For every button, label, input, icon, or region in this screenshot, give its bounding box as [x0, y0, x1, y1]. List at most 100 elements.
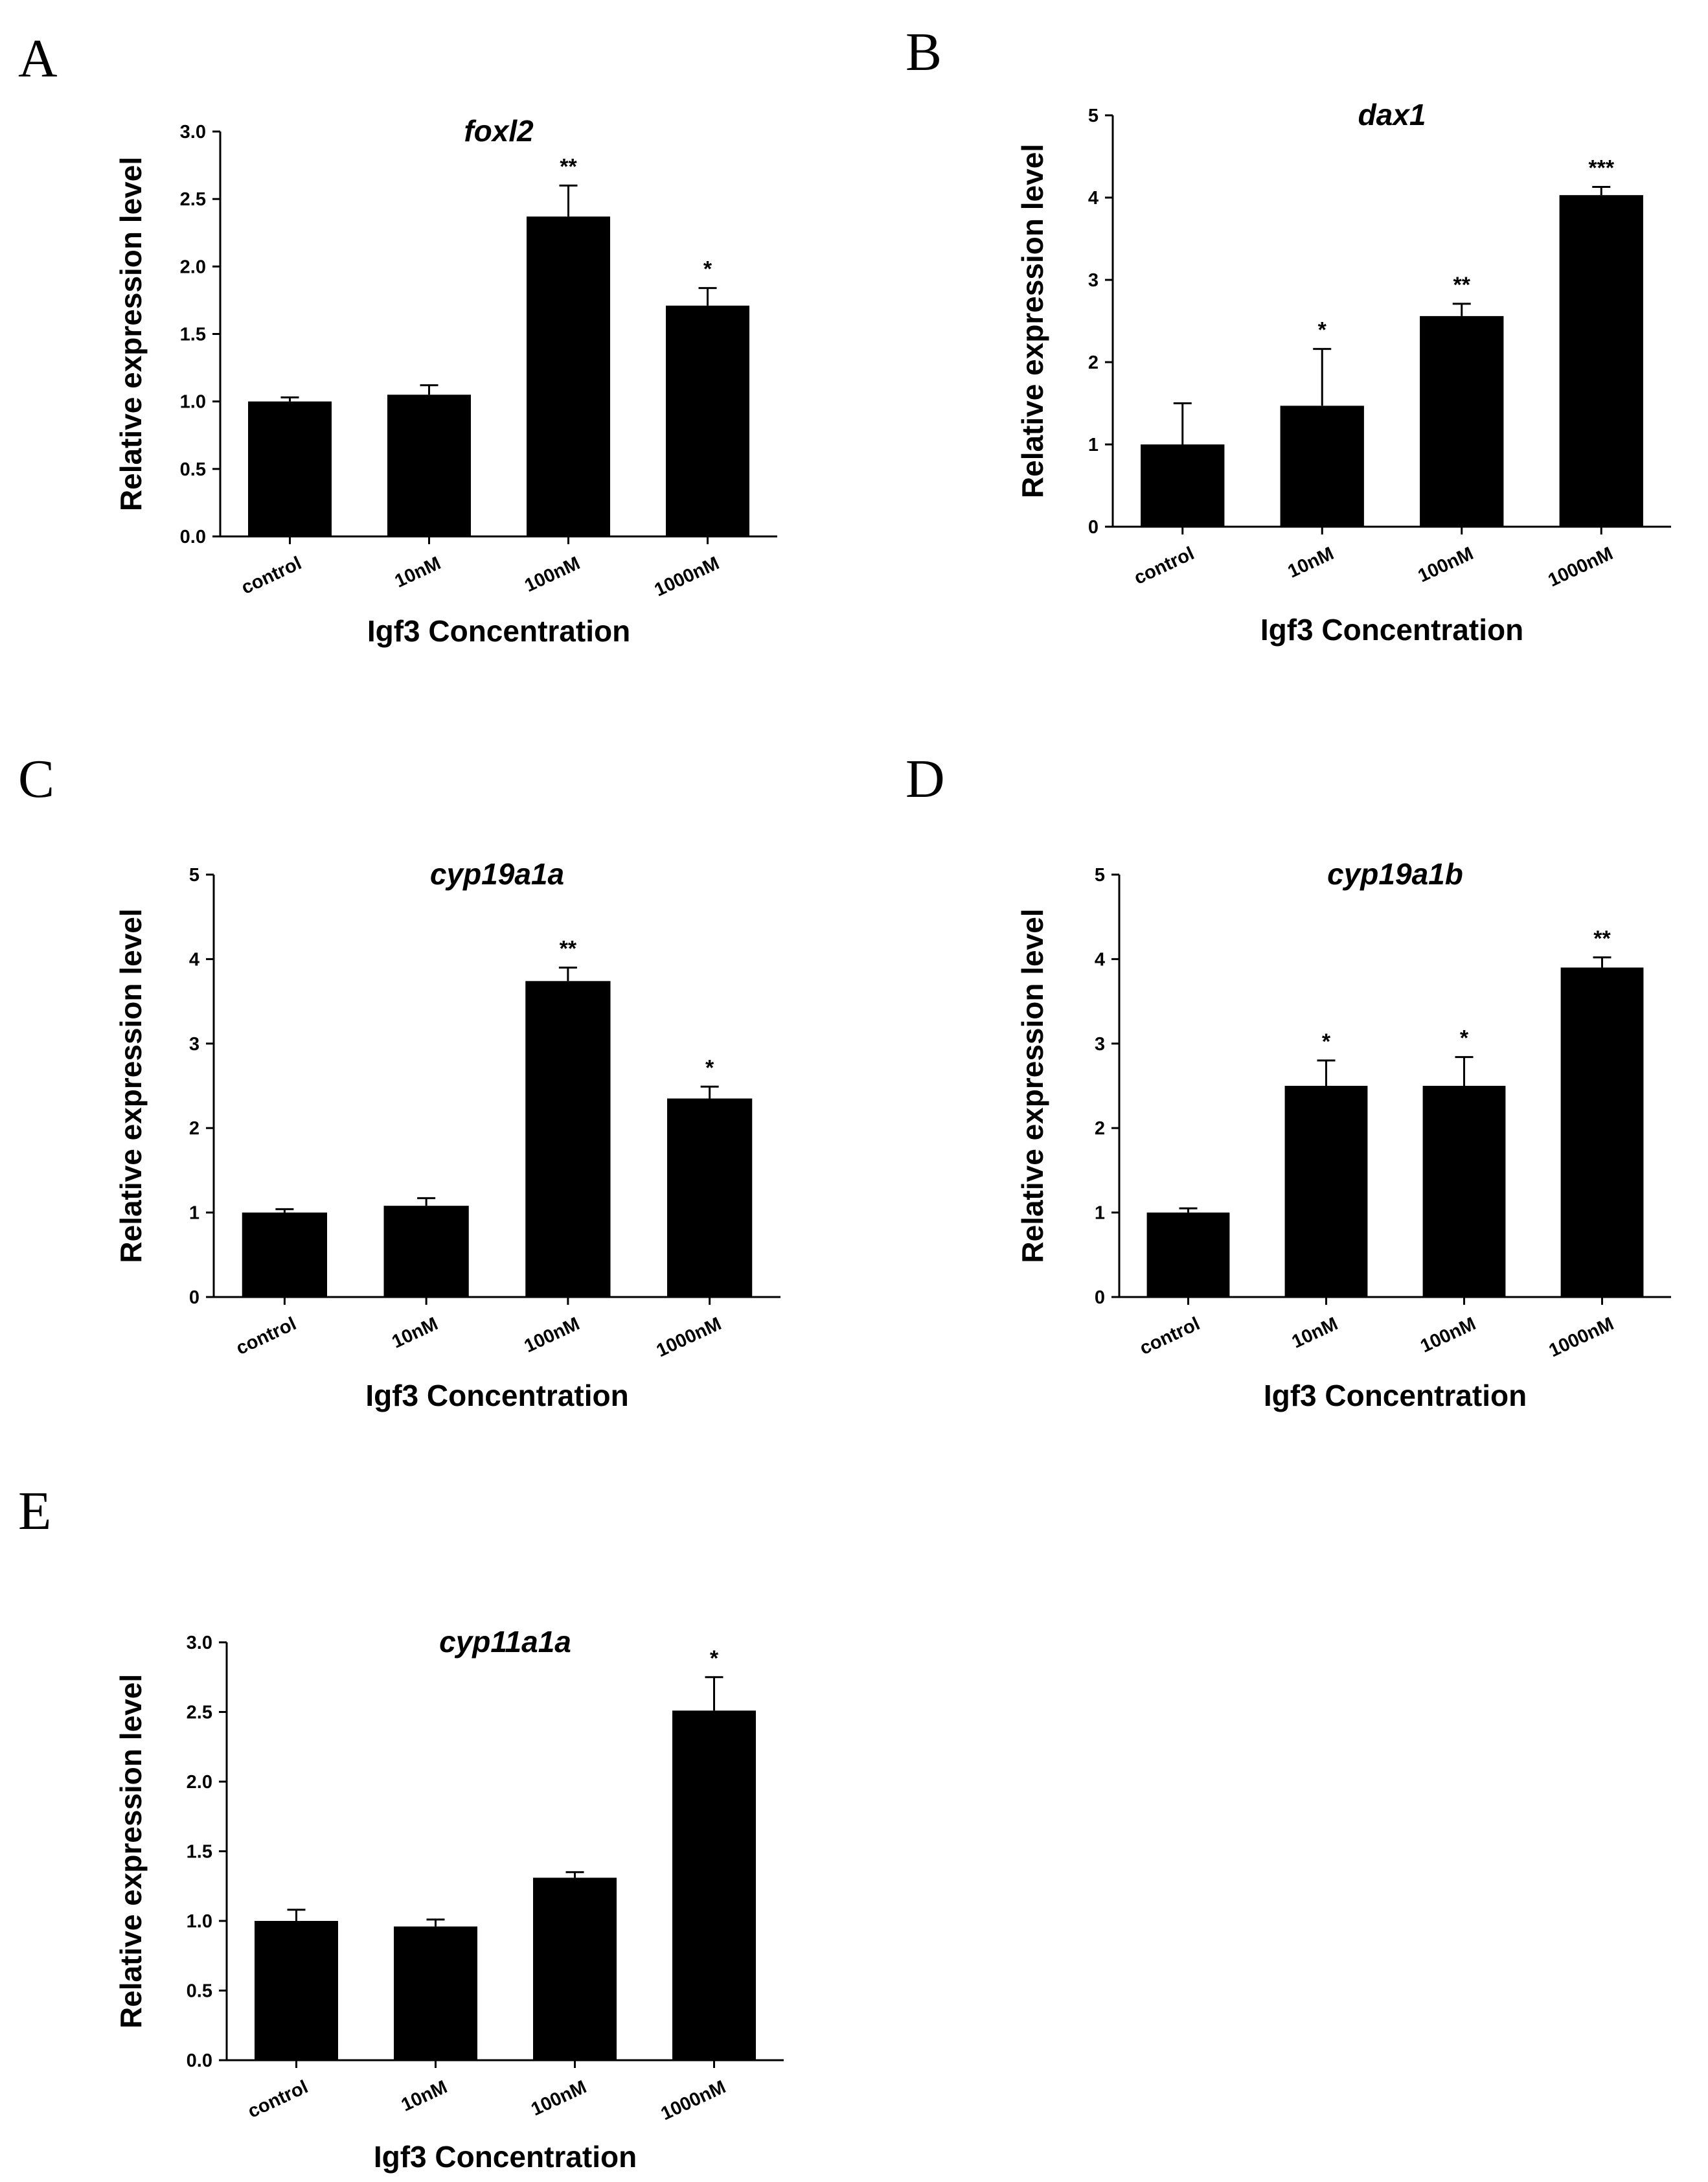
- x-tick-label: control: [245, 2076, 312, 2122]
- bar-1000nm: [667, 1098, 753, 1297]
- x-tick-label: 100nM: [528, 2076, 589, 2120]
- x-tick-label: 10nM: [1289, 1313, 1341, 1352]
- y-tick-label: 2.0: [187, 1772, 212, 1793]
- panel-letter: A: [18, 29, 58, 89]
- y-tick-label: 1.5: [187, 1842, 212, 1863]
- bar-10nm: [1280, 406, 1364, 527]
- y-axis-label: Relative expression level: [1016, 908, 1049, 1263]
- significance-label: *: [1318, 318, 1327, 343]
- y-tick-label: 5: [1088, 106, 1099, 126]
- bar-control: [248, 401, 332, 536]
- y-tick-label: 4: [189, 949, 199, 970]
- x-tick-label: control: [1131, 543, 1198, 589]
- significance-label: **: [560, 154, 577, 179]
- y-tick-label: 1.5: [180, 325, 206, 345]
- x-tick-label: 10nM: [389, 1313, 441, 1352]
- x-tick-label: 1000nM: [1545, 543, 1616, 591]
- y-tick-label: 1: [1088, 435, 1099, 455]
- panel-letter: D: [905, 749, 945, 809]
- significance-label: *: [703, 257, 712, 282]
- bar-100nm: [527, 216, 610, 536]
- bar-1000nm: [666, 305, 749, 536]
- y-axis-label: Relative expression level: [114, 1674, 148, 2028]
- y-axis-label: Relative expression level: [1016, 144, 1049, 498]
- x-tick-label: 1000nM: [652, 553, 723, 601]
- x-tick-label: 100nM: [521, 553, 583, 596]
- significance-label: *: [1322, 1029, 1331, 1054]
- x-tick-label: 10nM: [398, 2076, 451, 2115]
- y-tick-label: 1.0: [180, 392, 206, 413]
- y-tick-label: 0: [1088, 517, 1099, 538]
- bar-10nm: [387, 395, 471, 536]
- x-tick-label: control: [233, 1313, 300, 1359]
- y-tick-label: 2: [1088, 352, 1099, 373]
- y-tick-label: 3: [189, 1034, 199, 1055]
- chart-title: foxl2: [464, 114, 534, 148]
- y-tick-label: 5: [1095, 865, 1105, 886]
- y-tick-label: 2.5: [180, 189, 206, 210]
- x-tick-label: 10nM: [392, 553, 444, 591]
- y-tick-label: 4: [1095, 949, 1105, 970]
- significance-label: *: [1460, 1026, 1469, 1051]
- y-tick-label: 0.0: [180, 527, 206, 547]
- bar-1000nm: [1559, 195, 1643, 527]
- y-tick-label: 0: [1095, 1287, 1105, 1308]
- y-axis-label: Relative expression level: [114, 157, 148, 511]
- y-axis-label: Relative expression level: [114, 908, 148, 1263]
- y-tick-label: 3: [1095, 1034, 1105, 1055]
- y-tick-label: 4: [1088, 188, 1099, 209]
- y-tick-label: 2: [1095, 1118, 1105, 1139]
- y-tick-label: 1.0: [187, 1911, 212, 1932]
- x-tick-label: control: [1137, 1313, 1203, 1359]
- y-tick-label: 3.0: [187, 1633, 212, 1653]
- x-axis-label: Igf3 Concentration: [374, 2140, 637, 2174]
- chart-title: cyp19a1a: [430, 857, 564, 891]
- y-tick-label: 2: [189, 1118, 199, 1139]
- bar-10nm: [383, 1206, 469, 1297]
- x-tick-label: 1000nM: [654, 1313, 725, 1361]
- bar-1000nm: [672, 1710, 756, 2060]
- bar-control: [1146, 1212, 1230, 1297]
- bar-control: [255, 1921, 338, 2060]
- x-axis-label: Igf3 Concentration: [1260, 613, 1523, 647]
- y-tick-label: 3: [1088, 270, 1099, 291]
- chart-title: cyp19a1b: [1327, 857, 1463, 891]
- y-tick-label: 3.0: [180, 122, 206, 143]
- y-tick-label: 5: [189, 865, 199, 886]
- y-tick-label: 1: [1095, 1203, 1105, 1224]
- x-axis-label: Igf3 Concentration: [1264, 1379, 1527, 1412]
- bar-control: [242, 1212, 327, 1297]
- y-tick-label: 2.5: [187, 1703, 212, 1723]
- bar-100nm: [1422, 1086, 1506, 1297]
- x-axis-label: Igf3 Concentration: [367, 614, 630, 648]
- significance-label: **: [1453, 273, 1471, 297]
- x-tick-label: 10nM: [1284, 543, 1337, 582]
- y-tick-label: 0.5: [180, 459, 206, 480]
- significance-label: **: [1593, 926, 1611, 951]
- x-axis-label: Igf3 Concentration: [365, 1379, 628, 1412]
- significance-label: *: [710, 1646, 719, 1671]
- x-tick-label: 100nM: [1417, 1313, 1479, 1357]
- significance-label: *: [705, 1055, 714, 1080]
- x-tick-label: 100nM: [1415, 543, 1476, 586]
- significance-label: **: [560, 936, 577, 961]
- bar-10nm: [394, 1926, 477, 2060]
- x-tick-label: 1000nM: [658, 2076, 729, 2124]
- x-tick-label: 1000nM: [1546, 1313, 1617, 1361]
- panel-letter: E: [18, 1481, 51, 1541]
- x-tick-label: control: [238, 553, 305, 599]
- y-tick-label: 1: [189, 1203, 199, 1224]
- chart-title: dax1: [1358, 98, 1426, 132]
- chart-title: cyp11a1a: [439, 1625, 571, 1659]
- panel-letter: B: [905, 22, 942, 82]
- bar-1000nm: [1560, 967, 1644, 1297]
- bar-control: [1141, 444, 1225, 527]
- y-tick-label: 0.5: [187, 1981, 212, 2002]
- y-tick-label: 2.0: [180, 257, 206, 277]
